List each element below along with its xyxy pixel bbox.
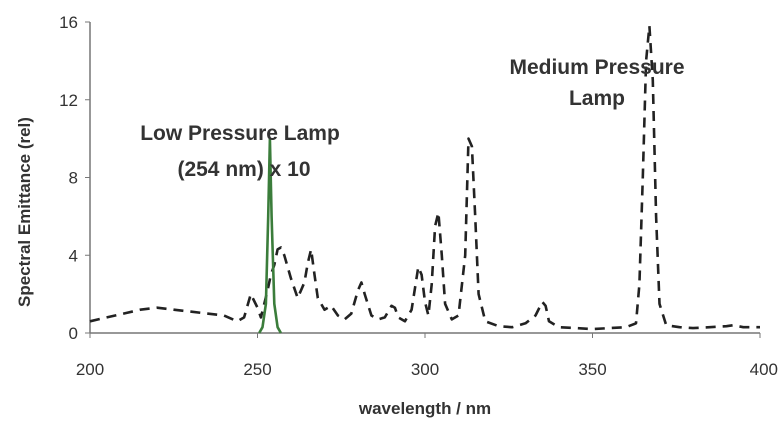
x-tick-label: 250 xyxy=(243,360,271,379)
annotation-low-pressure-line1: Low Pressure Lamp xyxy=(140,122,340,145)
y-tick-label: 8 xyxy=(69,169,78,188)
y-tick-label: 4 xyxy=(69,246,78,265)
annotation-low-pressure: Low Pressure Lamp (254 nm) x 10 xyxy=(140,122,340,181)
annotation-low-pressure-line2: (254 nm) x 10 xyxy=(177,158,310,181)
series-layer xyxy=(89,24,760,334)
x-tick-labels: 200 250 300 350 400 xyxy=(76,333,778,379)
y-axis-label: Spectral Emittance (rel) xyxy=(15,117,34,307)
y-tick-label: 12 xyxy=(59,91,78,110)
x-tick-label: 200 xyxy=(76,360,104,379)
annotation-medium-pressure: Medium Pressure Lamp xyxy=(509,56,684,110)
y-tick-labels: 0 4 8 12 16 xyxy=(59,13,90,343)
x-axis-label: wavelength / nm xyxy=(358,399,491,418)
y-tick-label: 16 xyxy=(59,13,78,32)
annotation-medium-pressure-line2: Lamp xyxy=(569,87,625,110)
series-medium-pressure-line xyxy=(89,24,760,331)
x-tick-label: 350 xyxy=(578,360,606,379)
annotation-medium-pressure-line1: Medium Pressure xyxy=(509,56,684,79)
plot-area: 0 4 8 12 16 200 250 300 350 400 xyxy=(59,13,778,379)
y-tick-label: 0 xyxy=(69,324,78,343)
x-tick-label: 300 xyxy=(411,360,439,379)
series-low-pressure-line xyxy=(258,137,283,334)
x-tick-label: 400 xyxy=(750,360,778,379)
